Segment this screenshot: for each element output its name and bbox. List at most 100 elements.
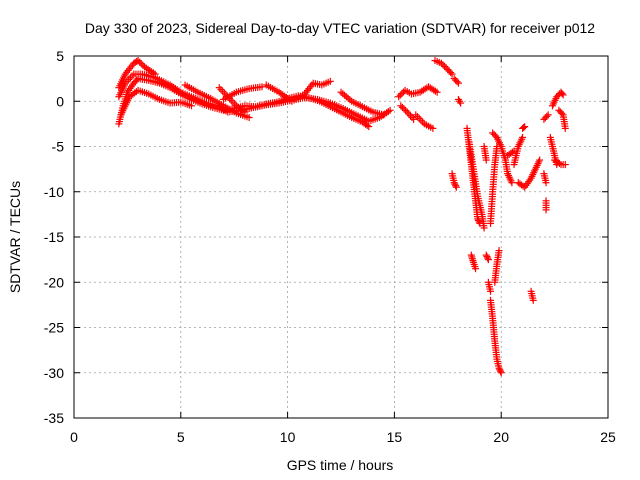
data-point (520, 123, 528, 131)
y-tick-label: -10 (44, 184, 64, 200)
data-point (452, 182, 460, 190)
data-point (128, 72, 136, 80)
data-point (239, 107, 247, 115)
data-point (484, 256, 492, 264)
data-point (495, 364, 503, 372)
grid-lines (74, 56, 608, 418)
data-point (447, 69, 455, 77)
data-point (495, 247, 503, 255)
data-point (448, 70, 456, 78)
chart-title: Day 330 of 2023, Sidereal Day-to-day VTE… (85, 20, 595, 36)
data-point (386, 106, 394, 114)
data-point (544, 111, 552, 119)
data-point (398, 103, 406, 111)
data-point (483, 253, 491, 261)
data-point (536, 156, 544, 164)
data-point (137, 60, 145, 68)
y-tick-label: -25 (44, 320, 64, 336)
y-axis-label: SDTVAR / TECUs (7, 181, 23, 293)
data-point (395, 93, 403, 101)
data-point (396, 91, 404, 99)
data-point (508, 148, 516, 156)
data-point (496, 366, 504, 374)
data-point (410, 115, 418, 123)
x-tick-label: 10 (280, 429, 296, 445)
y-tick-label: -35 (44, 410, 64, 426)
data-point (454, 79, 462, 87)
data-point (406, 112, 414, 120)
data-point (475, 218, 483, 226)
data-point (472, 265, 480, 273)
data-point (542, 206, 550, 214)
y-tick-label: -20 (44, 274, 64, 290)
data-point (229, 98, 237, 106)
data-point (439, 61, 447, 69)
y-tick-label: -15 (44, 229, 64, 245)
data-point (450, 179, 458, 187)
data-point (480, 224, 488, 232)
data-point (451, 180, 459, 188)
axis-ticks (73, 55, 609, 419)
data-point (433, 88, 441, 96)
data-point (380, 111, 388, 119)
data-point (215, 84, 223, 92)
data-point (217, 85, 225, 93)
data-point (429, 124, 437, 132)
data-point (442, 64, 450, 72)
data-point (474, 216, 482, 224)
data-point (415, 114, 423, 122)
data-point (543, 112, 551, 120)
x-tick-label: 15 (387, 429, 403, 445)
data-point (484, 254, 492, 262)
data-point (400, 105, 408, 113)
data-point (559, 91, 567, 99)
data-point (561, 124, 569, 132)
data-point (482, 251, 490, 259)
data-point (558, 109, 566, 117)
data-point (497, 369, 505, 377)
data-point (482, 156, 490, 164)
data-point (496, 367, 504, 375)
data-point (561, 161, 569, 169)
data-point (403, 108, 411, 116)
data-point (457, 99, 465, 107)
data-points (115, 57, 569, 377)
y-tick-label: -30 (44, 365, 64, 381)
data-point (151, 70, 159, 78)
y-tick-label: 5 (56, 48, 64, 64)
data-point (431, 87, 439, 95)
y-tick-label: -5 (52, 139, 65, 155)
data-point (487, 287, 495, 295)
data-point (398, 90, 406, 98)
data-point (258, 83, 266, 91)
data-point (452, 183, 460, 191)
data-point (326, 77, 334, 85)
data-point (405, 110, 413, 118)
data-point (133, 57, 141, 65)
data-point (519, 133, 527, 141)
y-tick-label: 0 (56, 93, 64, 109)
data-point (417, 116, 425, 124)
data-point (187, 102, 195, 110)
data-point (241, 108, 249, 116)
data-point (133, 76, 141, 84)
data-point (555, 159, 563, 167)
data-point (529, 296, 537, 304)
data-point (521, 123, 529, 131)
data-point (136, 58, 144, 66)
data-point (397, 102, 405, 110)
data-point (437, 59, 445, 67)
data-point (402, 107, 410, 115)
data-point (542, 179, 550, 187)
data-point (453, 78, 461, 86)
data-point (219, 87, 227, 95)
data-point (508, 179, 516, 187)
data-point (558, 90, 566, 98)
data-point (134, 57, 142, 65)
x-tick-label: 20 (493, 429, 509, 445)
data-point (245, 114, 253, 122)
x-tick-label: 25 (600, 429, 616, 445)
data-point (456, 97, 464, 105)
tick-labels: 0 5 10 15 20 25 -35 -30 -25 -20 -15 -10 -5 0 5 (44, 48, 616, 445)
